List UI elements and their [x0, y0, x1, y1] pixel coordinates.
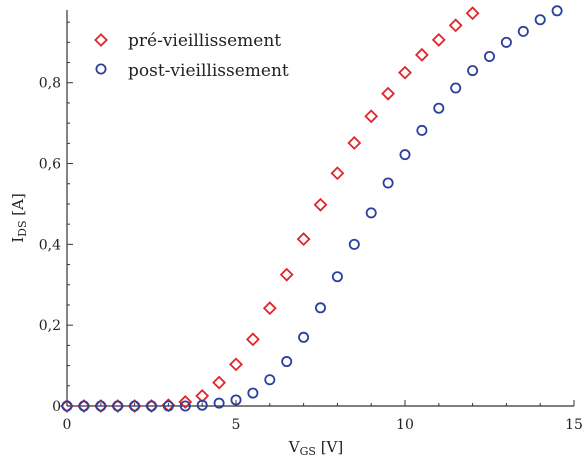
data-point-diamond	[448, 18, 463, 33]
data-point-circle	[365, 207, 377, 219]
data-point-circle	[129, 400, 141, 412]
data-point-diamond	[313, 197, 328, 212]
data-point-circle	[314, 302, 326, 314]
x-tick-label: 15	[565, 417, 583, 433]
legend-marker-diamond	[94, 33, 108, 47]
data-point-circle	[382, 177, 394, 189]
series-layer	[60, 5, 563, 413]
data-point-diamond	[347, 136, 362, 150]
axes	[66, 10, 574, 407]
x-tick-label: 10	[396, 417, 414, 433]
data-point-circle	[162, 400, 174, 412]
data-point-circle	[230, 394, 242, 406]
data-point-diamond	[178, 395, 193, 409]
data-point-circle	[61, 400, 73, 412]
y-tick-label: 0,8	[39, 76, 61, 92]
legend-item-post: post-vieillissement	[95, 61, 289, 81]
data-point-diamond	[364, 109, 379, 124]
data-point-circle	[331, 271, 343, 283]
data-point-diamond	[212, 375, 227, 390]
data-point-circle	[399, 149, 411, 161]
data-point-diamond	[245, 332, 260, 347]
data-point-diamond	[414, 47, 429, 62]
legend-item-pre: pré-vieillissement	[94, 31, 281, 51]
series-1	[61, 5, 563, 412]
legend-marker-circle	[95, 63, 107, 75]
y-tick-label: 0,6	[39, 157, 61, 173]
data-point-circle	[145, 400, 157, 412]
data-point-diamond	[296, 232, 311, 247]
x-axis-ticks: 0 5 10 15	[63, 400, 583, 433]
data-point-circle	[264, 374, 276, 386]
data-point-circle	[450, 82, 462, 94]
x-tick-label: 0	[63, 417, 72, 433]
data-point-diamond	[431, 32, 446, 47]
y-axis-title: IDS [A]	[9, 193, 29, 243]
data-point-circle	[517, 25, 529, 37]
data-point-circle	[433, 102, 445, 114]
data-point-diamond	[381, 86, 396, 101]
data-point-circle	[281, 356, 293, 368]
data-point-diamond	[398, 65, 412, 80]
data-point-diamond	[262, 301, 277, 316]
data-point-diamond	[195, 388, 210, 403]
data-point-circle	[416, 124, 428, 136]
data-point-diamond	[330, 166, 345, 181]
y-tick-label: 0,4	[39, 237, 61, 253]
data-point-circle	[500, 36, 512, 48]
data-point-diamond	[279, 267, 294, 282]
data-point-diamond	[465, 6, 480, 21]
data-point-circle	[196, 399, 208, 411]
data-point-circle	[551, 5, 563, 17]
data-point-circle	[179, 400, 191, 412]
data-point-circle	[483, 50, 495, 62]
y-axis-ticks: 0 0,2 0,4 0,6 0,8	[39, 21, 73, 415]
legend-label-pre: pré-vieillissement	[128, 31, 281, 51]
y-tick-label: 0,2	[39, 318, 61, 334]
data-point-circle	[247, 387, 259, 399]
x-axis-title: VGS [V]	[288, 438, 343, 458]
legend: pré-vieillissement post-vieillissement	[94, 31, 289, 81]
data-point-circle	[95, 400, 107, 412]
y-tick-label: 0	[52, 399, 61, 415]
data-point-circle	[213, 397, 225, 409]
legend-label-post: post-vieillissement	[128, 61, 289, 81]
x-tick-label: 5	[232, 417, 241, 433]
data-point-circle	[534, 14, 546, 26]
data-point-circle	[112, 400, 124, 412]
data-point-circle	[348, 238, 360, 250]
data-point-diamond	[229, 357, 243, 372]
data-point-circle	[467, 65, 479, 77]
data-point-circle	[78, 400, 90, 412]
data-point-circle	[298, 331, 310, 343]
